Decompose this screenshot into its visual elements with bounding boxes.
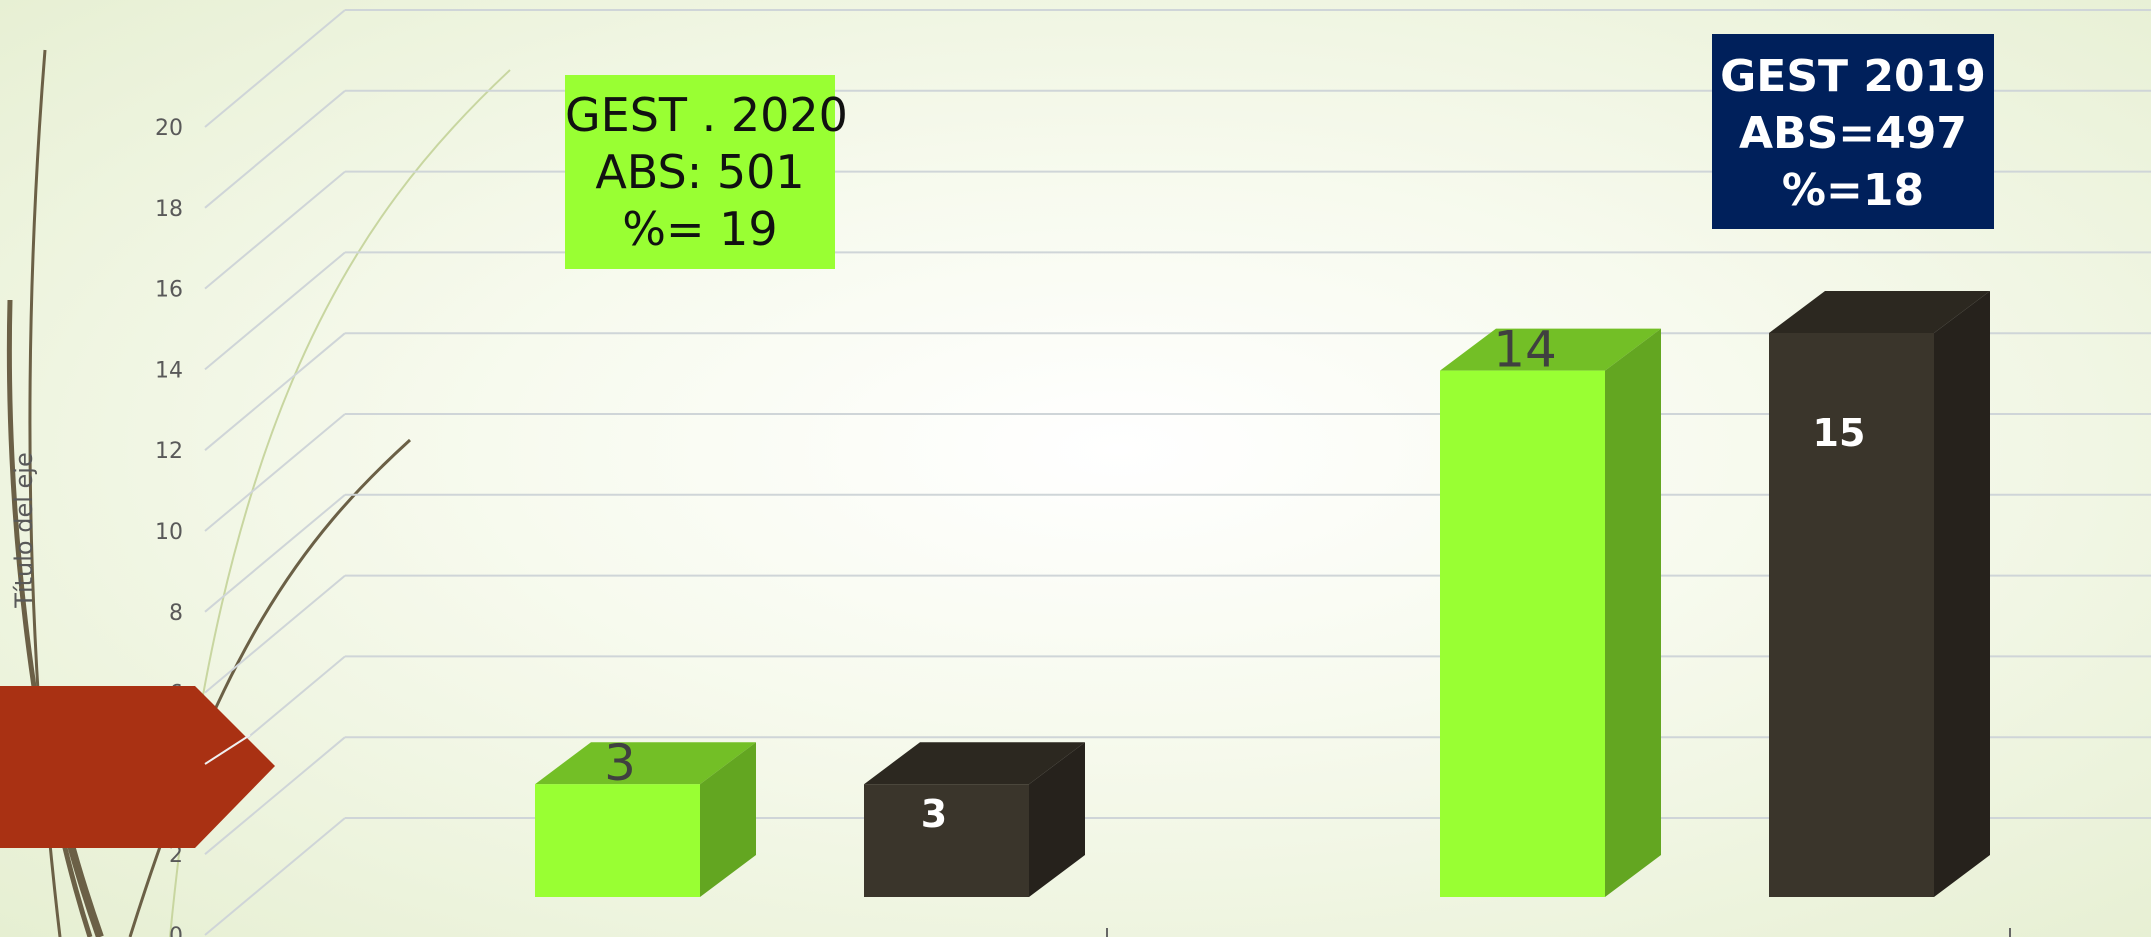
bar-front: [1769, 333, 1934, 897]
annotation-line: %=18: [1781, 165, 1925, 216]
bar-side: [1934, 291, 1990, 897]
y-tick-label: 18: [155, 197, 183, 222]
bar-top: [1769, 291, 1990, 333]
bar: [1440, 328, 1661, 898]
gridline-side: [204, 817, 346, 936]
annotation-line: GEST 2019: [1720, 51, 1986, 102]
bar: [864, 742, 1085, 897]
bar: [1769, 291, 1990, 897]
y-axis-title: Título del eje: [10, 452, 38, 608]
gridline-side: [204, 332, 346, 451]
y-tick-label: 0: [169, 924, 183, 937]
annotation-box-gest-2020: GEST . 2020 ABS: 501 %= 19: [565, 75, 848, 269]
data-label: 15: [1813, 411, 1866, 455]
gridline-side: [204, 9, 346, 128]
y-tick-label: 16: [155, 278, 183, 303]
y-tick-label: 14: [155, 358, 183, 383]
data-label: 3: [604, 734, 636, 792]
annotation-line: %= 19: [622, 202, 778, 256]
data-label: 14: [1493, 321, 1557, 379]
bar-front: [864, 784, 1029, 897]
gridline-side: [204, 736, 346, 855]
annotation-line: ABS=497: [1739, 108, 1967, 159]
y-tick-label: 20: [155, 116, 183, 141]
y-tick-label: 8: [169, 601, 183, 626]
bar-top: [864, 742, 1085, 785]
annotation-line: ABS: 501: [595, 145, 805, 199]
gridline-side: [204, 494, 346, 613]
bar-side: [1605, 328, 1661, 898]
bar-side: [1029, 742, 1085, 897]
bar-top: [1440, 328, 1661, 371]
arrow-shape: [0, 686, 275, 848]
bar-front: [535, 784, 700, 897]
bar-top: [535, 742, 756, 785]
y-tick-label: 10: [155, 520, 183, 545]
y-tick-label: 12: [155, 439, 183, 464]
bar: [535, 742, 756, 897]
gridline-side: [204, 251, 346, 371]
chart-bars: 3 3 14 15: [535, 291, 1990, 898]
data-label: 3: [921, 792, 947, 836]
annotation-line: GEST . 2020: [565, 88, 848, 142]
gridline-side: [204, 170, 346, 290]
bar-side: [700, 742, 756, 897]
gridline-side: [204, 574, 346, 694]
annotation-box-gest-2019: GEST 2019 ABS=497 %=18: [1712, 34, 1994, 229]
y-tick-label: 2: [169, 843, 183, 868]
gridline-side: [204, 90, 346, 209]
bar-front: [1440, 370, 1605, 898]
gridline-side: [204, 413, 346, 532]
